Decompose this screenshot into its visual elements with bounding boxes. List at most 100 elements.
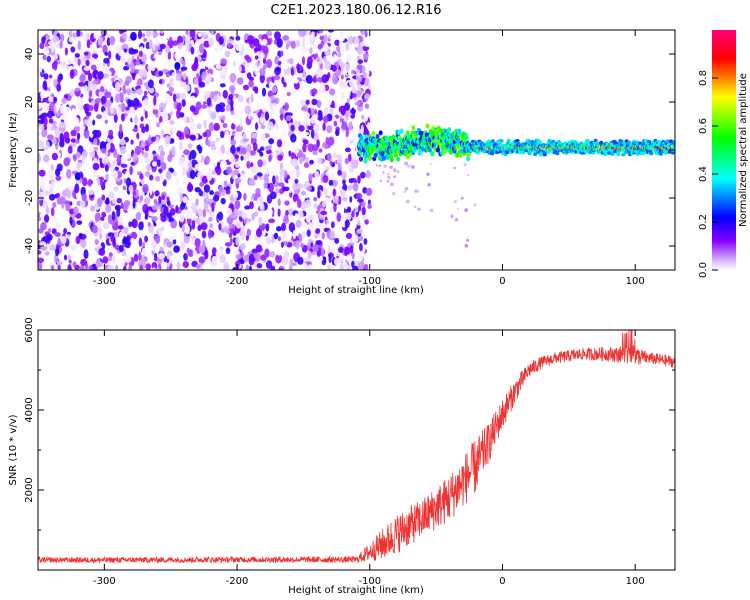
noise-cell <box>246 228 252 236</box>
noise-cell <box>311 186 315 192</box>
noise-cell <box>197 135 203 140</box>
noise-cell <box>194 190 199 201</box>
noise-cell <box>94 212 102 222</box>
noise-cell <box>310 242 314 248</box>
noise-cell <box>227 42 232 48</box>
noise-cell <box>347 88 351 98</box>
noise-cell <box>102 73 110 79</box>
noise-cell <box>269 251 276 258</box>
noise-cell <box>182 72 187 81</box>
noise-cell <box>57 75 62 84</box>
snr-y-label: SNR (10 * v/v) <box>8 414 19 485</box>
noise-cell <box>97 71 104 80</box>
faint-cell <box>454 218 459 222</box>
noise-cell <box>167 59 173 69</box>
noise-cell <box>351 260 355 268</box>
x-tick-label: 0 <box>499 576 505 587</box>
noise-cell <box>220 144 225 154</box>
noise-cell <box>44 49 50 55</box>
noise-cell <box>239 56 245 64</box>
noise-cell <box>337 162 342 173</box>
noise-cell <box>166 212 172 219</box>
noise-cell <box>312 244 319 253</box>
noise-cell <box>197 32 203 38</box>
ridge-cell <box>396 156 401 162</box>
x-tick-label: 0 <box>499 276 505 287</box>
noise-cell <box>333 54 338 63</box>
noise-cell <box>222 89 228 99</box>
noise-cell <box>45 42 48 48</box>
ridge-cell <box>649 151 654 156</box>
ridge-cell <box>599 140 604 145</box>
noise-cell <box>94 202 99 209</box>
noise-cell <box>51 125 55 131</box>
noise-cell <box>343 79 347 89</box>
noise-cell <box>239 259 245 265</box>
noise-cell <box>123 266 127 270</box>
noise-cell <box>313 197 318 202</box>
noise-cell <box>122 185 127 191</box>
noise-cell <box>228 94 234 100</box>
noise-cell <box>123 178 127 184</box>
noise-cell <box>159 172 165 183</box>
noise-cell <box>176 130 182 138</box>
noise-cell <box>204 94 208 100</box>
noise-cell <box>288 222 296 233</box>
noise-cell <box>318 148 323 153</box>
noise-cell <box>51 43 55 54</box>
noise-cell <box>307 264 314 270</box>
noise-cell <box>198 256 206 264</box>
noise-cell <box>274 66 281 76</box>
noise-cell <box>158 168 163 174</box>
faint-cell <box>386 172 390 176</box>
faint-cell <box>453 166 456 170</box>
noise-cell <box>278 149 282 154</box>
noise-cell <box>74 87 80 92</box>
noise-cell <box>116 208 121 217</box>
noise-cell <box>317 157 323 164</box>
ridge-cell <box>420 146 425 152</box>
noise-cell <box>234 199 241 210</box>
noise-cell <box>130 31 137 41</box>
noise-cell <box>130 139 134 145</box>
noise-cell <box>93 138 98 146</box>
noise-cell <box>63 131 70 141</box>
noise-cell <box>304 199 312 208</box>
noise-cell <box>143 37 148 42</box>
noise-cell <box>126 141 131 149</box>
noise-cell <box>87 72 93 82</box>
noise-cell <box>331 64 337 72</box>
noise-cell <box>274 56 279 65</box>
noise-cell <box>211 202 215 212</box>
noise-cell <box>83 66 90 72</box>
noise-cell <box>183 234 190 244</box>
noise-cell <box>112 159 117 167</box>
noise-cell <box>268 138 275 145</box>
noise-cell <box>99 233 103 240</box>
noise-cell <box>233 187 237 196</box>
noise-cell <box>341 196 348 201</box>
noise-cell <box>84 107 89 115</box>
noise-cell <box>211 247 217 256</box>
noise-cell <box>38 132 41 137</box>
noise-cell <box>133 253 139 262</box>
noise-cell <box>301 56 306 66</box>
noise-cell <box>274 31 281 41</box>
noise-cell <box>223 225 229 233</box>
noise-cell <box>76 132 81 140</box>
noise-cell <box>324 106 329 116</box>
noise-cell <box>269 95 276 101</box>
ridge-cell <box>589 140 594 145</box>
noise-cell <box>288 188 292 194</box>
noise-cell <box>330 172 336 182</box>
noise-cell <box>42 54 47 61</box>
noise-cell <box>105 197 110 205</box>
noise-cell <box>139 195 143 202</box>
noise-cell <box>92 119 96 126</box>
noise-cell <box>109 108 115 114</box>
noise-cell <box>261 132 266 142</box>
noise-cell <box>268 154 272 162</box>
noise-cell <box>82 177 88 187</box>
snr-panel: -300 -200 -100 0 100 2000 4000 6000 Height of s… <box>8 317 676 596</box>
chart-title: C2E1.2023.180.06.12.R16 <box>270 3 441 18</box>
